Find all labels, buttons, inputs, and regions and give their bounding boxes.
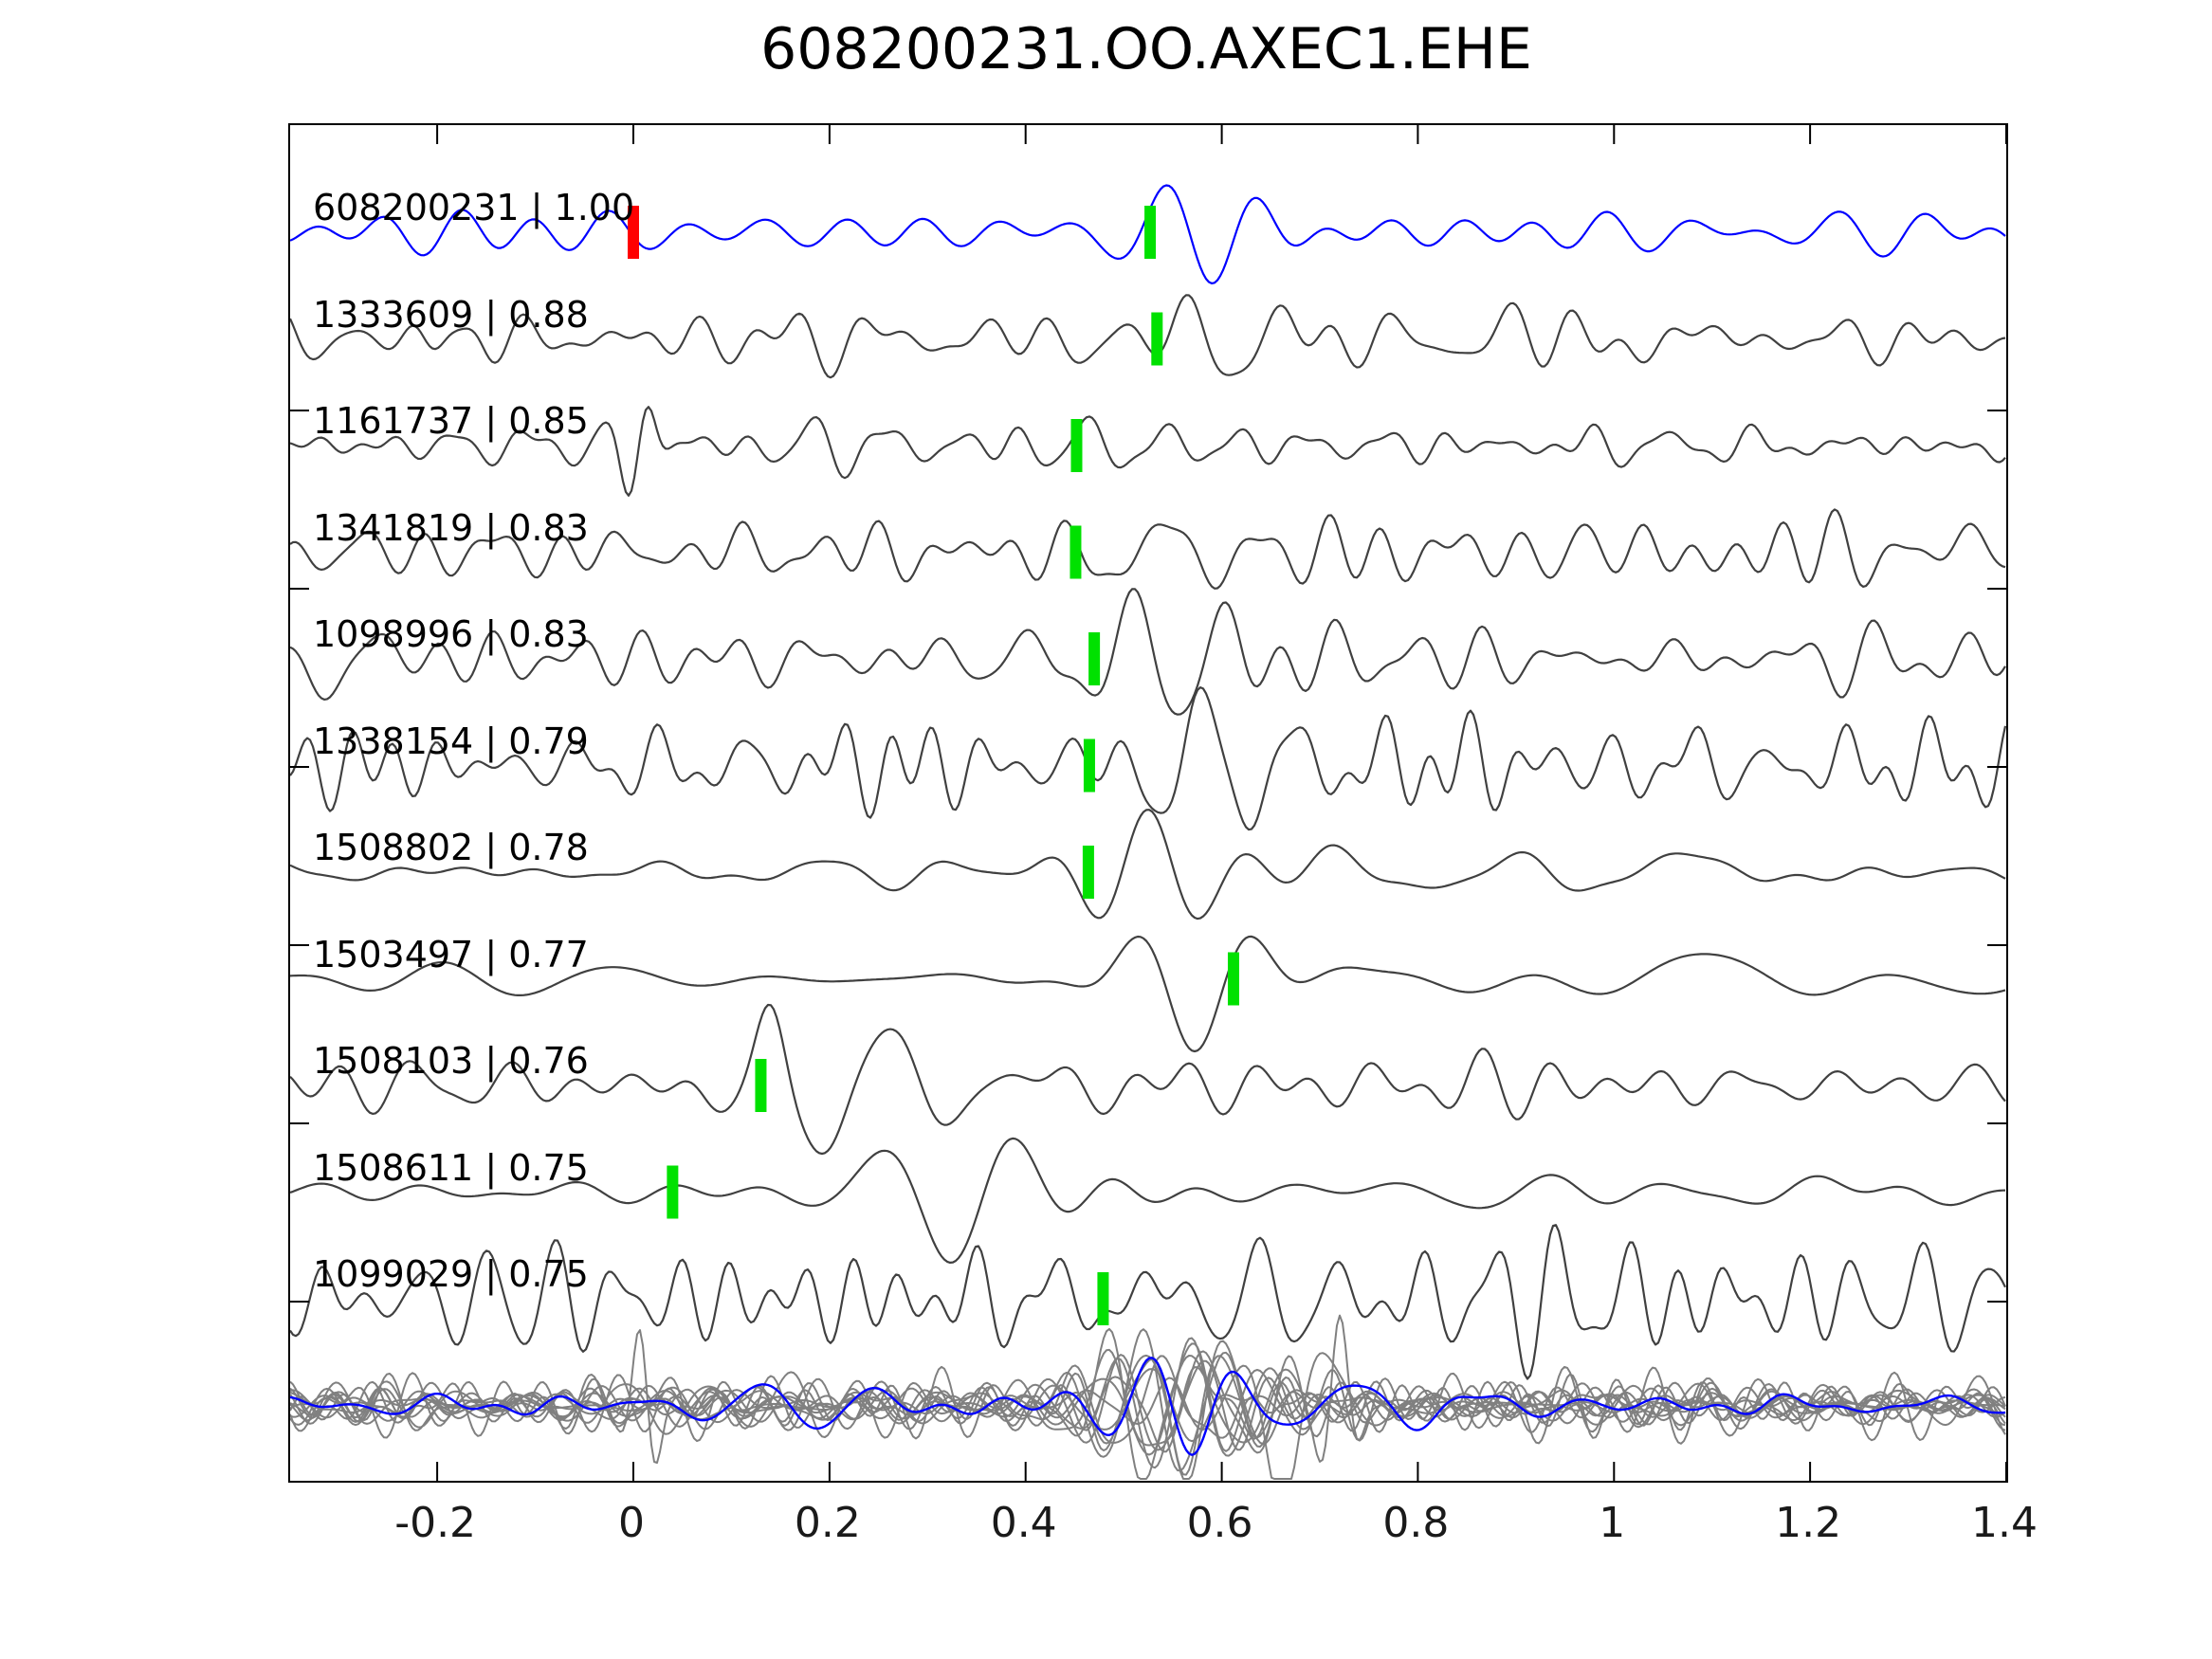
pick-marker-1341819: [1069, 525, 1082, 579]
stack-trace-gray: [290, 1340, 2006, 1480]
pick-marker-1098996: [1088, 632, 1101, 685]
trace-label-1161737: 1161737 | 0.85: [313, 400, 589, 442]
pick-marker-1508611: [667, 1165, 679, 1219]
x-tick-label-0.4: 0.4: [990, 1499, 1057, 1547]
trace-label-1503497: 1503497 | 0.77: [313, 933, 589, 975]
stack-trace-blue: [290, 1357, 2006, 1456]
stack-trace-gray: [290, 1354, 2006, 1451]
trace-label-1333609: 1333609 | 0.88: [313, 293, 589, 336]
x-tick-label-1.4: 1.4: [1971, 1499, 2038, 1547]
waveform-trace-1161737: [290, 406, 2006, 497]
waveform-trace-1508103: [290, 1003, 2006, 1156]
x-tick-label-1.2: 1.2: [1775, 1499, 1842, 1547]
stack-trace-gray: [290, 1366, 2006, 1453]
pick-marker-1508103: [755, 1059, 767, 1112]
trace-label-1508103: 1508103 | 0.76: [313, 1040, 589, 1082]
waveform-trace-1333609: [290, 294, 2006, 379]
waveform-trace-1098996: [290, 588, 2006, 716]
x-tick-label-0.8: 0.8: [1382, 1499, 1450, 1547]
trace-label-1508802: 1508802 | 0.78: [313, 827, 589, 868]
x-tick-label-0: 0: [618, 1499, 645, 1547]
trace-label-608200231: 608200231 | 1.00: [313, 187, 635, 228]
waveform-trace-1503497: [290, 935, 2006, 1053]
waveform-trace-1341819: [290, 508, 2006, 590]
pick-marker-1099029: [1097, 1272, 1109, 1325]
waveform-trace-1508802: [290, 809, 2006, 921]
waveform-trace-1099029: [290, 1224, 2006, 1380]
stack-trace-gray: [290, 1327, 2006, 1480]
pick-marker-1503497: [1227, 952, 1239, 1006]
trace-label-1098996: 1098996 | 0.83: [313, 613, 589, 655]
x-tick-label-0.6: 0.6: [1186, 1499, 1253, 1547]
x-tick-label-0.2: 0.2: [794, 1499, 861, 1547]
pick-marker-608200231: [1144, 206, 1157, 259]
pick-marker-1161737: [1070, 419, 1083, 472]
template-pick-marker: [628, 206, 639, 259]
trace-label-1338154: 1338154 | 0.79: [313, 720, 589, 762]
waveform-plot-svg: [290, 125, 2006, 1481]
trace-label-1341819: 1341819 | 0.83: [313, 506, 589, 549]
pick-marker-1508802: [1082, 846, 1094, 899]
trace-label-1099029: 1099029 | 0.75: [313, 1253, 589, 1295]
x-tick-label--0.2: -0.2: [394, 1499, 477, 1547]
pick-marker-1338154: [1083, 738, 1095, 793]
pick-marker-1333609: [1151, 312, 1163, 366]
x-tick-label-1: 1: [1599, 1499, 1626, 1547]
plot-area: 608200231 | 1.00 1333609 | 0.88 1161737 | …: [288, 123, 2008, 1483]
waveform-trace-1508611: [290, 1137, 2006, 1264]
plot-title: 608200231.OO.AXEC1.EHE: [760, 16, 1532, 82]
waveform-trace-1338154: [290, 686, 2006, 831]
trace-label-1508611: 1508611 | 0.75: [313, 1146, 589, 1189]
